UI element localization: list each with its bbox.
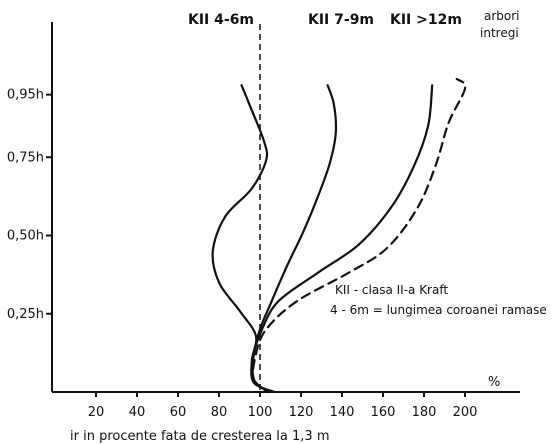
series-label-k3: KII >12m xyxy=(390,12,462,28)
legend-annotation-2: 4 - 6m = lungimea coroanei ramase xyxy=(330,303,547,317)
series-line-4 xyxy=(251,77,467,394)
x-unit-label: % xyxy=(488,375,500,390)
series-label-k1: KII 4-6m xyxy=(188,12,254,28)
x-ticks: 20 40 60 80 100 120 140 160 180 200 xyxy=(88,392,478,420)
series-label-k2: KII 7-9m xyxy=(308,12,374,28)
series-label-whole-line1: arbori xyxy=(484,9,520,23)
x-tick-label: 180 xyxy=(412,405,437,420)
y-tick-label: 0,25h xyxy=(7,307,44,322)
y-ticks: 0,95h 0,75h 0,50h 0,25h xyxy=(7,88,52,322)
series-line-1 xyxy=(211,84,276,394)
x-tick-label: 40 xyxy=(129,405,146,420)
y-tick-label: 0,95h xyxy=(7,88,44,103)
series-label-whole-line2: intregi xyxy=(480,26,519,40)
y-tick-label: 0,50h xyxy=(7,229,44,244)
x-tick-label: 60 xyxy=(170,405,187,420)
axes xyxy=(51,22,520,393)
series-line-2 xyxy=(251,84,338,394)
x-tick-label: 100 xyxy=(248,405,273,420)
x-tick-label: 20 xyxy=(88,405,105,420)
x-tick-label: 80 xyxy=(211,405,228,420)
x-axis-label: ir in procente fata de cresterea la 1,3 … xyxy=(70,429,329,444)
series-line-3 xyxy=(251,84,434,394)
x-tick-label: 200 xyxy=(453,405,478,420)
legend-annotation-1: KII - clasa II-a Kraft xyxy=(335,283,448,297)
y-tick-label: 0,75h xyxy=(7,150,44,165)
series-group xyxy=(211,77,467,394)
x-tick-label: 140 xyxy=(330,405,355,420)
x-tick-label: 120 xyxy=(289,405,314,420)
x-tick-label: 160 xyxy=(371,405,396,420)
